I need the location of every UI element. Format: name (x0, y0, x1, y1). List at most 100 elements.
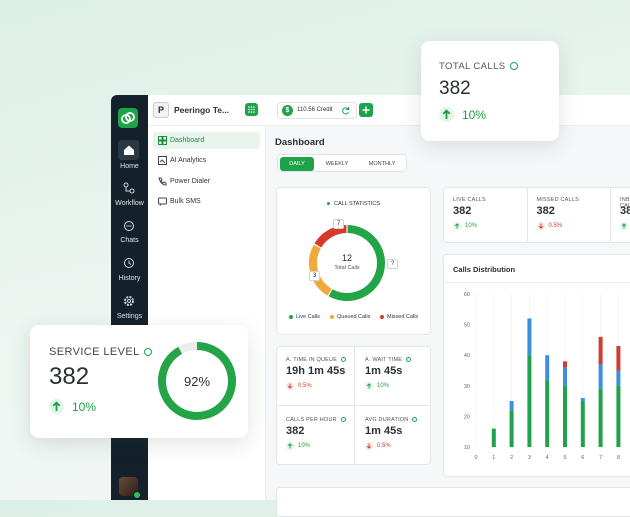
nav-label[interactable]: History (118, 275, 141, 282)
workflow-icon[interactable] (123, 182, 135, 194)
change-text: 10% (298, 443, 311, 449)
credit-pill[interactable]: $ 110.56 Credit (277, 102, 357, 119)
apps-button[interactable] (245, 103, 258, 116)
icon-path (621, 223, 627, 229)
legend-label: Queued Calls (337, 314, 371, 320)
x-tick-label: 2 (510, 455, 513, 461)
home-icon[interactable] (123, 144, 135, 156)
plus-icon (362, 106, 370, 114)
nav-item[interactable]: AI Analytics (153, 152, 260, 169)
icon-path (442, 109, 451, 119)
donut-total-label: Total Calls (334, 265, 360, 271)
info-icon[interactable] (143, 348, 152, 357)
arrow (52, 401, 61, 411)
stat-value: 19h 1m 45s (286, 365, 346, 377)
icon-path (159, 159, 166, 164)
service-level-card: SERVICE LEVEL 382 10% (30, 325, 248, 438)
nav-label[interactable]: Workflow (115, 200, 144, 207)
icon-path (287, 383, 293, 389)
bar-segment (598, 364, 603, 389)
shape (250, 111, 253, 113)
info-icon[interactable] (406, 357, 412, 363)
trend-icon (286, 382, 294, 390)
credit-text: 110.56 Credit (297, 107, 333, 113)
nav-label[interactable]: AI Analytics (170, 157, 207, 164)
card-title: TOTAL CALLS (439, 61, 518, 72)
y-tick-label: 10 (464, 445, 470, 451)
stat-label: LIVE CALLS (453, 197, 486, 203)
icon-path (125, 187, 130, 192)
add-button[interactable] (359, 103, 373, 117)
stat-value: 1m 45s (365, 365, 403, 377)
credit-symbol: $ (282, 105, 293, 116)
info-icon[interactable] (341, 357, 347, 363)
refresh-icon[interactable] (341, 106, 350, 115)
y-tick-label: 30 (464, 384, 470, 390)
arrow (442, 109, 451, 119)
tab[interactable]: DAILY (280, 157, 314, 171)
bar-segment (616, 346, 621, 371)
divider (148, 125, 265, 126)
arrow (287, 383, 293, 389)
info-icon[interactable] (509, 62, 518, 71)
card-title: CALL STATISTICS (276, 201, 431, 207)
bar-segment (580, 398, 585, 402)
trend-icon (365, 442, 373, 450)
nav-item[interactable]: Bulk SMS (153, 193, 260, 210)
bar-segment (491, 428, 496, 447)
tab[interactable]: MONTHLY (368, 161, 396, 167)
total-calls-card: TOTAL CALLS 382 10% (421, 41, 559, 141)
shape (158, 197, 167, 205)
bar-segment (563, 361, 567, 368)
trend-icon (439, 107, 454, 122)
shape (162, 140, 167, 145)
bar-segment (598, 388, 603, 447)
x-tick-label: 8 (617, 455, 620, 461)
bar-segment (563, 367, 567, 386)
nav-label[interactable]: Power Dialer (170, 178, 211, 185)
shape (158, 140, 163, 145)
nav-label[interactable]: Dashboard (170, 137, 205, 144)
nav-label[interactable]: Bulk SMS (170, 198, 201, 205)
icon-path (124, 145, 134, 155)
change: 10% (286, 442, 310, 450)
change-text: 0.5% (298, 383, 312, 389)
nav-item[interactable]: Dashboard (153, 132, 260, 149)
workspace-name[interactable]: Peeringo Te... (174, 105, 230, 115)
change: 10% (620, 222, 630, 230)
history-icon[interactable] (123, 257, 135, 269)
change-text: 10% (462, 107, 487, 122)
logo[interactable] (118, 108, 138, 128)
callout: 7 (333, 219, 345, 229)
info-icon[interactable] (412, 417, 418, 423)
stat-label: INBOUND CALLS (620, 197, 630, 209)
tab[interactable]: WEEKLY (325, 161, 349, 167)
x-tick-label: 4 (546, 455, 549, 461)
nav-label[interactable]: Home (120, 163, 139, 170)
nav-label[interactable]: Settings (116, 313, 143, 320)
legend-swatch (289, 315, 293, 319)
bar-segment (527, 318, 532, 356)
stat-label: A. TIME IN QUEUE (286, 357, 347, 363)
shape (326, 202, 330, 206)
trend-icon (453, 222, 461, 230)
change: 0.5% (365, 442, 391, 450)
icon-path (454, 223, 460, 229)
chats-icon[interactable] (123, 220, 135, 232)
bar-segment (580, 401, 585, 447)
settings-icon[interactable] (123, 295, 135, 307)
grid-icon (248, 106, 255, 113)
nav-label[interactable]: Chats (120, 237, 139, 244)
shape (124, 258, 134, 268)
nav-item[interactable]: Power Dialer (153, 173, 260, 190)
change-text: 10% (465, 223, 478, 229)
stat-value: 382 (620, 205, 630, 217)
x-tick-label: 6 (581, 455, 584, 461)
x-tick-label: 3 (528, 455, 531, 461)
legend-swatch (330, 315, 334, 319)
icon-path (342, 107, 349, 115)
info-icon[interactable] (340, 417, 346, 423)
y-tick-label: 40 (464, 353, 470, 359)
bar-segment (563, 385, 567, 447)
